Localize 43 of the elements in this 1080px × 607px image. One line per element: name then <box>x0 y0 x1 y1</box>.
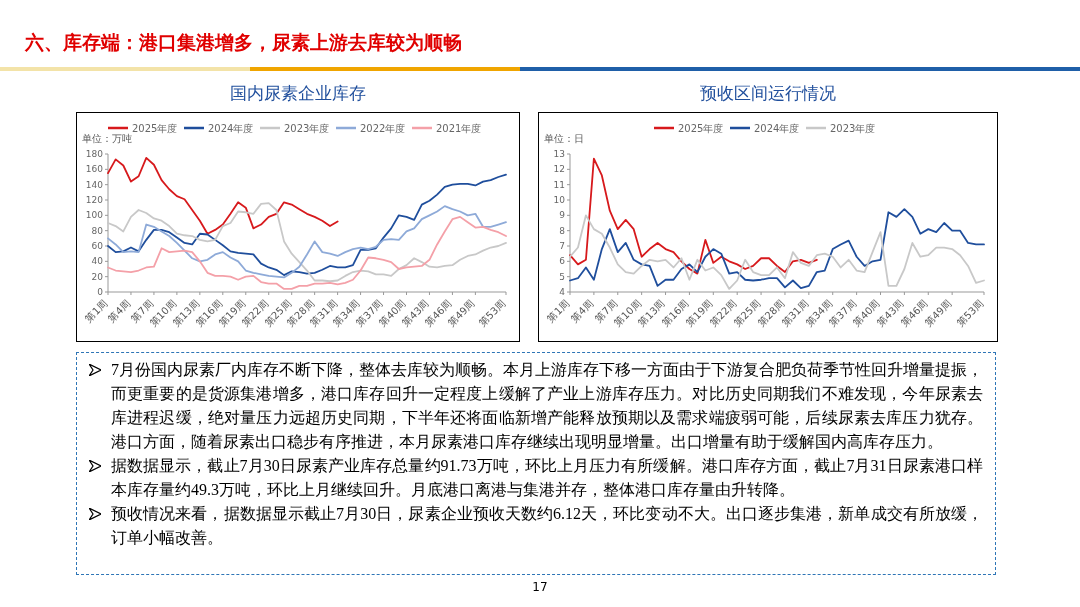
y-tick-label: 12 <box>553 164 565 175</box>
text: 7月份国内尿素厂内库存不断下降，整体去库较为顺畅。本月上游库存下移一方面由于下游复合肥负荷季节性回升增量提振，而更重要的是货源集港增多，港口库存回升一定程度上缓解了产业上游库存压力。对比历史同期我们不难发现，今年尿素去库进程迟缓，绝对量压力远超历史同期，下半年还将面临新增产能释放预期以及需求端疲弱可能，后续尿素去库压力犹存。港口方面，随着尿素出口稳步有序推进，本月尿素港口库存继续出现明显增量。出口增量有助于缓解国内高库存压力。 <box>111 361 983 450</box>
y-axis-title: 单位：日 <box>544 133 584 144</box>
y-tick-label: 40 <box>91 256 104 267</box>
text: 预收情况来看，据数据显示截止7月30日，尿素企业预收天数约6.12天，环比变动不大。出口逐步集港，新单成交有所放缓，订单小幅改善。 <box>111 505 983 546</box>
text: 据数据显示，截止7月30日尿素产业库存总量约91.73万吨，环比上月压力有所缓解。港口库存方面，截止7月31日尿素港口样本库存量约49.3万吨，环比上月继续回升。月底港口离港与集港并存，整体港口库存量由升转降。 <box>111 457 983 498</box>
y-tick-label: 7 <box>559 241 565 251</box>
y-axis-title: 单位：万吨 <box>82 133 132 144</box>
y-tick-label: 10 <box>553 195 566 205</box>
y-tick-label: 120 <box>85 195 104 205</box>
y-tick-label: 13 <box>553 149 565 159</box>
y-tick-label: 11 <box>553 179 565 190</box>
text: 六、库存端：港口集港增多，尿素上游去库较为顺畅 <box>25 30 462 55</box>
legend-label: 2023年度 <box>830 123 876 134</box>
legend-label: 2025年度 <box>678 123 724 134</box>
x-tick-label: 第53周 <box>954 297 986 329</box>
y-tick-label: 20 <box>91 271 104 282</box>
chart-title: 国内尿素企业库存 <box>229 83 367 105</box>
line-series <box>569 157 818 275</box>
y-tick-label: 5 <box>559 271 565 282</box>
legend-label: 2024年度 <box>754 123 800 134</box>
y-tick-label: 0 <box>97 287 104 297</box>
chart-title: 预收区间运行情况 <box>699 83 837 105</box>
line-series <box>107 156 339 235</box>
y-tick-label: 160 <box>85 164 104 175</box>
x-tick-label: 第1周 <box>544 297 572 325</box>
y-tick-label: 140 <box>85 179 104 190</box>
legend-label: 2022年度 <box>360 123 406 134</box>
legend-label: 2021年度 <box>436 123 482 134</box>
y-tick-label: 100 <box>85 210 104 221</box>
y-tick-label: 60 <box>91 241 104 251</box>
text: 17 <box>531 580 549 594</box>
y-tick-label: 180 <box>85 149 104 159</box>
line-series <box>107 173 507 277</box>
legend-label: 2023年度 <box>284 123 330 134</box>
y-tick-label: 8 <box>559 225 566 236</box>
y-tick-label: 6 <box>559 256 566 267</box>
y-tick-label: 4 <box>559 287 566 297</box>
x-tick-label: 第53周 <box>476 297 508 329</box>
y-tick-label: 80 <box>91 225 104 236</box>
legend-label: 2025年度 <box>132 123 178 134</box>
y-tick-label: 9 <box>559 210 566 221</box>
legend-label: 2024年度 <box>208 123 254 134</box>
